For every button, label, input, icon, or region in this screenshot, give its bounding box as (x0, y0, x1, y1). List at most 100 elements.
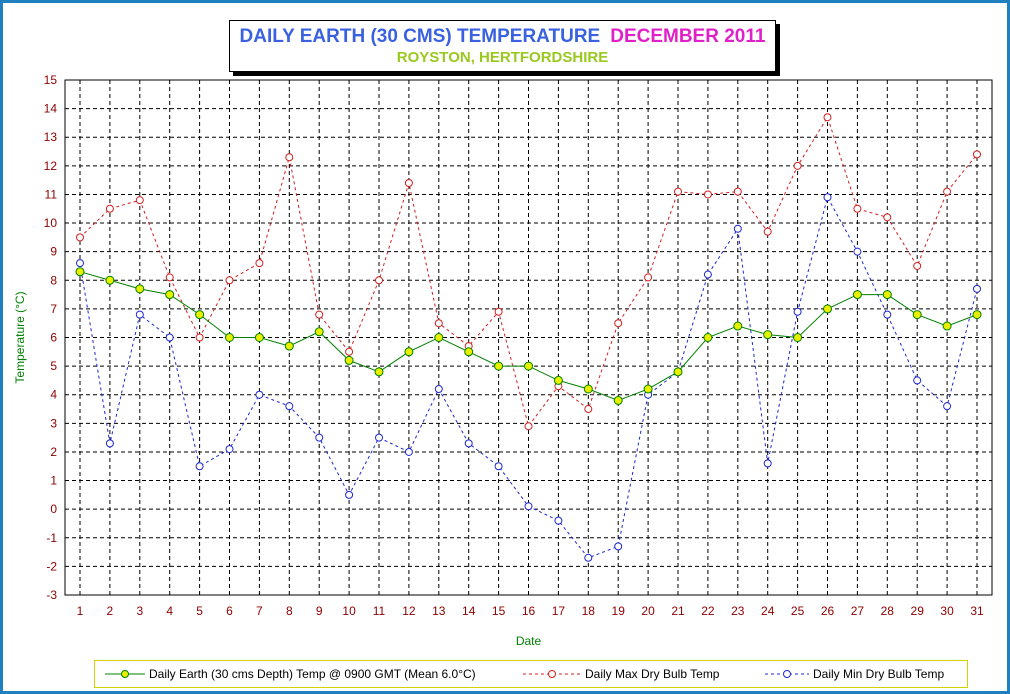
data-point-earth (135, 284, 145, 294)
data-point-earth (583, 384, 593, 394)
data-point-max (165, 273, 174, 282)
data-point-min (883, 310, 892, 319)
x-tick-label: 27 (851, 604, 865, 618)
data-point-earth (434, 333, 444, 342)
data-point-earth (165, 290, 175, 300)
data-point-min (434, 385, 443, 393)
y-tick-label: 7 (50, 302, 57, 316)
data-point-min (375, 433, 383, 442)
data-point-max (315, 310, 324, 319)
legend-item-earth: Daily Earth (30 cms Depth) Temp @ 0900 G… (105, 661, 476, 687)
data-point-earth (793, 333, 803, 342)
data-point-max (225, 276, 234, 285)
data-point-max (853, 204, 862, 213)
data-point-earth (524, 361, 533, 371)
x-tick-label: 6 (226, 604, 233, 618)
data-point-min (255, 390, 264, 399)
y-tick-label: -1 (46, 531, 57, 545)
legend-label-min: Daily Min Dry Bulb Temp (813, 667, 945, 681)
data-point-max (195, 333, 204, 342)
x-tick-label: 28 (881, 604, 895, 618)
legend-item-max: Daily Max Dry Bulb Temp (523, 661, 719, 687)
data-point-earth (494, 361, 504, 371)
y-tick-label: 6 (50, 331, 57, 345)
x-tick-label: 30 (940, 604, 954, 618)
data-point-earth (912, 310, 922, 320)
data-point-max (494, 307, 503, 316)
y-tick-label: 4 (50, 388, 57, 402)
x-tick-label: 11 (373, 604, 386, 618)
data-point-max (614, 319, 623, 328)
data-point-max (76, 233, 84, 242)
data-point-min (225, 445, 234, 454)
x-tick-label: 18 (582, 604, 596, 618)
data-point-min (793, 307, 802, 316)
data-point-min (853, 247, 862, 256)
legend-swatch-min (765, 670, 809, 678)
x-tick-label: 26 (821, 604, 835, 618)
y-tick-label: 15 (44, 73, 58, 87)
data-point-min (703, 270, 712, 279)
data-point-min (315, 433, 324, 442)
data-point-min (135, 310, 144, 319)
x-tick-label: 4 (166, 604, 173, 618)
y-tick-label: -2 (46, 559, 57, 573)
y-tick-label: 9 (50, 245, 57, 259)
y-tick-label: 13 (44, 130, 58, 144)
data-point-min (823, 193, 832, 202)
data-point-earth (673, 367, 683, 377)
data-point-earth (75, 267, 85, 277)
y-tick-label: 3 (50, 416, 57, 430)
y-tick-label: -3 (46, 588, 57, 602)
data-point-earth (942, 321, 952, 331)
data-point-max (434, 319, 443, 328)
x-tick-label: 31 (970, 604, 984, 618)
data-point-max (404, 179, 413, 187)
x-tick-label: 29 (911, 604, 925, 618)
x-tick-label: 17 (552, 604, 566, 618)
x-tick-label: 21 (671, 604, 685, 618)
data-point-max (763, 227, 772, 236)
x-tick-label: 12 (402, 604, 416, 618)
data-point-min (105, 439, 114, 448)
data-point-min (195, 462, 204, 471)
data-point-max (105, 204, 114, 213)
x-tick-label: 2 (107, 604, 114, 618)
y-tick-label: 14 (44, 102, 58, 116)
data-point-min (943, 402, 952, 411)
x-tick-label: 14 (462, 604, 476, 618)
data-point-max (644, 273, 653, 282)
x-tick-label: 9 (316, 604, 323, 618)
chart-subtitle: ROYSTON, HERTFORDSHIRE (396, 49, 609, 66)
data-point-earth (613, 395, 623, 405)
y-tick-label: 10 (44, 216, 58, 230)
y-tick-label: 11 (45, 187, 58, 201)
data-point-earth (972, 310, 982, 320)
x-tick-label: 25 (791, 604, 805, 618)
x-tick-label: 13 (432, 604, 446, 618)
data-point-max (883, 213, 892, 222)
x-axis-label: Date (516, 634, 542, 648)
x-tick-label: 24 (761, 604, 775, 618)
data-point-earth (344, 355, 354, 365)
legend-item-min: Daily Min Dry Bulb Temp (765, 661, 944, 687)
data-point-earth (733, 321, 743, 331)
data-point-min (524, 502, 533, 511)
data-point-max (913, 261, 922, 270)
x-tick-label: 7 (256, 604, 263, 618)
x-tick-label: 8 (286, 604, 293, 618)
chart-legend: Daily Earth (30 cms Depth) Temp @ 0900 G… (94, 660, 968, 688)
data-point-earth (284, 341, 294, 351)
data-point-earth (404, 347, 414, 357)
data-point-earth (763, 330, 773, 340)
data-point-earth (374, 367, 384, 377)
x-tick-label: 15 (492, 604, 506, 618)
legend-swatch-max (523, 670, 581, 678)
data-point-min (763, 459, 772, 468)
data-point-earth (464, 347, 474, 357)
legend-swatch-earth (105, 670, 145, 678)
data-point-min (584, 553, 593, 562)
x-tick-label: 23 (731, 604, 745, 618)
x-tick-label: 10 (342, 604, 356, 618)
